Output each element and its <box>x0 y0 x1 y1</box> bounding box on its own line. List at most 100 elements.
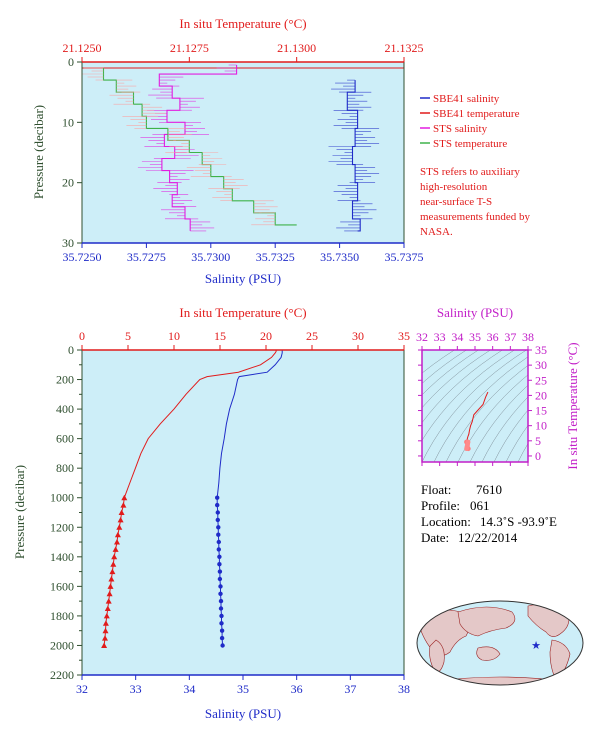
bottom-series-sbe41-salinity-deep-bottles-point <box>216 547 221 552</box>
top-salinity-tick-label: 35.7350 <box>320 250 359 264</box>
bottom-temperature-tick-label: 0 <box>79 329 85 343</box>
ts-density-contour <box>433 356 528 462</box>
bottom-series-sbe41-temperature-deep-bottles-point <box>103 612 110 619</box>
bottom-temperature-tick-label: 20 <box>260 329 272 343</box>
top-salinity-tick-label: 35.7375 <box>385 250 424 264</box>
top-salinity-tick-label: 35.7325 <box>256 250 295 264</box>
bottom-series-sbe41-salinity-deep-bottles-point <box>216 525 221 530</box>
bottom-series-sbe41-salinity-deep-bottles-point <box>218 606 224 611</box>
top-pressure-axis-label: Pressure (decibar) <box>31 105 46 199</box>
top-salinity-tick-label: 35.7300 <box>191 250 230 264</box>
bottom-series-sbe41-temperature-deep-bottles-point <box>112 546 119 552</box>
top-salinity-axis-label: Salinity (PSU) <box>205 271 281 286</box>
bottom-salinity-tick-label: 34 <box>183 682 195 696</box>
bottom-plot-background <box>82 350 404 675</box>
top-ticks-layer: 35.7250 35.7275 35.7300 35.7325 35.7350 35.73… <box>62 41 424 264</box>
top-temperature-tick-label: 21.1325 <box>385 41 424 55</box>
bottom-pressure-tick-label: 1200 <box>50 520 74 534</box>
ts-temperature-tick-label: 25 <box>535 373 547 387</box>
bottom-temperature-tick-label: 5 <box>125 329 131 343</box>
bottom-pressure-tick-label: 0 <box>68 343 74 357</box>
sts-note: STS refers to auxiliary high-resolution ne… <box>420 166 530 238</box>
bottom-series-sbe41-temperature-deep-bottles-point <box>107 583 114 589</box>
bottom-temperature-tick-label: 10 <box>168 329 180 343</box>
map-land-australia <box>476 646 501 661</box>
bottom-pressure-tick-label: 1400 <box>50 550 74 564</box>
float-value: 7610 <box>476 482 502 497</box>
bottom-series-sbe41-salinity-deep-bottles-point <box>219 621 224 626</box>
ts-density-contour <box>422 350 527 462</box>
ts-temperature-tick-label: 20 <box>535 388 547 402</box>
bottom-series-sbe41-temperature-deep-bottles-point <box>102 627 109 634</box>
ts-salinity-tick-label: 38 <box>522 330 534 344</box>
bottom-series-sbe41-salinity <box>216 350 283 498</box>
bottom-series-sbe41-salinity-deep-bottles-point <box>218 598 224 604</box>
bottom-temperature-axis-label: In situ Temperature (°C) <box>179 305 306 320</box>
profile-value: 061 <box>470 498 490 513</box>
ts-temperature-tick-label: 35 <box>535 343 547 357</box>
ts-series-layer <box>464 391 489 452</box>
ts-salinity-tick-label: 34 <box>451 330 463 344</box>
bottom-temperature-tick-label: 15 <box>214 329 226 343</box>
bottom-series-sbe41-temperature-deep-bottles-point <box>111 553 118 560</box>
ts-density-contour <box>422 350 515 441</box>
bottom-salinity-tick-label: 37 <box>344 682 356 696</box>
float-info: Float: 7610 Profile: 061 Location: 14.3˚… <box>421 482 557 545</box>
bottom-series-sbe41-salinity-deep-bottles-point <box>218 584 223 589</box>
bottom-series-sbe41-salinity-deep-bottles-point <box>217 569 223 574</box>
ts-density-contour <box>445 365 528 462</box>
ts-temperature-tick-label: 0 <box>535 449 541 463</box>
ts-density-contour <box>422 350 503 424</box>
map-land-antarctica <box>429 676 571 685</box>
top-salinity-tick-label: 35.7275 <box>127 250 166 264</box>
ts-density-contour <box>493 409 528 462</box>
bottom-temperature-tick-label: 30 <box>352 329 364 343</box>
bottom-series-sbe41-temperature-deep-bottles-point <box>105 598 112 604</box>
ts-temperature-axis-label: In situ Temperature (°C) <box>565 342 580 469</box>
top-pressure-tick-label: 10 <box>62 115 74 129</box>
ts-temperature-tick-label: 15 <box>535 404 547 418</box>
top-pressure-tick-label: 20 <box>62 176 74 190</box>
bottom-salinity-tick-label: 36 <box>291 682 303 696</box>
bottom-series-sbe41-salinity-deep-bottles-point <box>217 554 222 559</box>
bottom-series-sbe41-temperature-deep-bottles-point <box>102 620 109 626</box>
top-series-sbe41-temperature <box>82 62 404 69</box>
ts-density-contour <box>481 396 528 462</box>
bottom-series-sbe41-temperature-deep-bottles-point <box>101 642 108 648</box>
ts-density-contour <box>505 425 528 462</box>
top-temperature-tick-label: 21.1300 <box>277 41 316 55</box>
bottom-series-sbe41-temperature-deep-bottles-point <box>120 502 127 508</box>
top-temperature-axis-label: In situ Temperature (°C) <box>179 16 306 31</box>
ts-plot-background <box>422 350 528 462</box>
bottom-pressure-tick-label: 2200 <box>50 668 74 682</box>
bottom-series-sbe41-temperature-deep-bottles-point <box>106 590 113 597</box>
bottom-series-sbe41-salinity-deep-bottles-point <box>216 539 221 545</box>
ts-point <box>465 439 471 445</box>
bottom-series-sbe41-salinity-deep-bottles-point <box>217 562 222 567</box>
bottom-series-sbe41-temperature-deep-bottles-point <box>102 635 108 641</box>
ts-temperature-tick-label: 10 <box>535 419 547 433</box>
profile-label: Profile: <box>421 498 460 513</box>
bottom-salinity-axis-label: Salinity (PSU) <box>205 706 281 721</box>
bottom-temperature-tick-label: 25 <box>306 329 318 343</box>
location-value: 14.3˚S -93.9˚E <box>480 514 557 529</box>
bottom-panel: 32 33 34 35 36 37 38 0 5 10 15 20 25 30 35 0 200 400 600 80… <box>12 305 410 721</box>
bottom-series-sbe41-salinity-deep-bottles-point <box>219 635 225 641</box>
bottom-series-sbe41-salinity-deep-bottles-point <box>218 591 223 596</box>
bottom-series-layer <box>101 350 283 648</box>
bottom-series-sbe41-salinity-deep-bottles-point <box>215 502 220 508</box>
bottom-series-sbe41-temperature-deep-bottles-point <box>114 531 121 538</box>
float-label: Float: <box>421 482 451 497</box>
bottom-series-sbe41-temperature-deep-bottles-point <box>121 494 128 501</box>
map-land-asia <box>457 606 516 637</box>
bottom-salinity-tick-label: 33 <box>130 682 142 696</box>
top-temperature-tick-label: 21.1275 <box>170 41 209 55</box>
bottom-ticks-layer: 32 33 34 35 36 37 38 0 5 10 15 20 25 30 35 0 200 400 600 80… <box>50 329 410 696</box>
bottom-pressure-tick-label: 2000 <box>50 638 74 652</box>
bottom-series-sbe41-temperature-deep-bottles-point <box>118 509 125 515</box>
bottom-series-sbe41-salinity-deep-bottles-point <box>215 517 220 523</box>
bottom-salinity-tick-label: 38 <box>398 682 410 696</box>
legend-entry-sts-temperature: STS temperature <box>433 138 507 150</box>
